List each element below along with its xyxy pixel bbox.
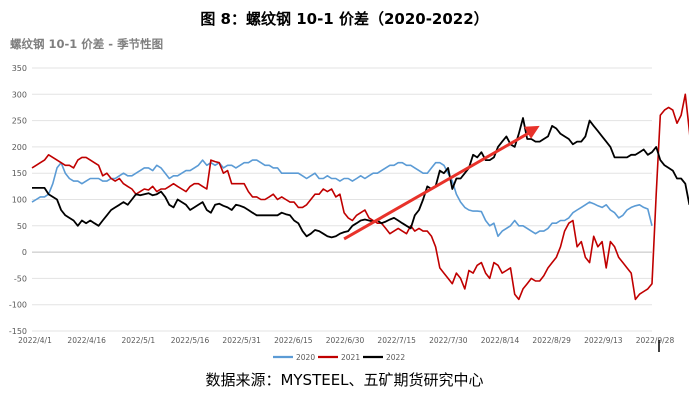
y-tick-label: -50: [14, 274, 27, 283]
x-tick-label: 2022/7/30: [429, 336, 468, 345]
legend-label-2022: 2022: [386, 353, 405, 362]
arrow-shaft: [343, 129, 534, 241]
y-tick-label: 300: [12, 90, 27, 99]
y-tick-labels: -150 -100 -50 0 50 100 150 200 250 300 350: [9, 64, 27, 336]
x-tick-label: 2022/7/15: [377, 336, 416, 345]
x-tick-label: 2022/9/28: [636, 336, 675, 345]
x-tick-labels: 2022/4/1 2022/4/16 2022/5/1 2022/5/16 2022/5…: [18, 336, 674, 345]
x-tick-label: 2022/5/1: [121, 336, 155, 345]
y-tick-label: 350: [12, 64, 27, 73]
arrow-head: [524, 125, 540, 139]
y-tick-label: 50: [17, 222, 27, 231]
arrow-annotation: [343, 125, 540, 241]
y-tick-label: -100: [9, 301, 27, 310]
y-tick-label: 0: [22, 248, 27, 257]
x-tick-label: 2022/5/31: [222, 336, 261, 345]
y-tick-label: 250: [12, 117, 27, 126]
x-tick-label: 2022/6/30: [326, 336, 365, 345]
series-line-2022: [32, 117, 689, 239]
y-tick-label: 150: [12, 169, 27, 178]
series-line-2021: [31, 93, 689, 301]
series-line-2020: [31, 159, 653, 238]
x-tick-label: 2022/6/15: [274, 336, 313, 345]
y-tick-label: 200: [12, 143, 27, 152]
x-tick-label: 2022/9/13: [584, 336, 623, 345]
x-tick-label: 2022/8/29: [532, 336, 571, 345]
gridlines: [32, 67, 652, 332]
x-tick-label: 2022/4/1: [18, 336, 52, 345]
legend-label-2021: 2021: [341, 353, 360, 362]
figure-title: 图 8：螺纹钢 10-1 价差（2020-2022）: [200, 10, 489, 28]
x-tick-label: 2022/8/14: [481, 336, 520, 345]
y-tick-label: 100: [12, 196, 27, 205]
x-tick-label: 2022/5/16: [171, 336, 210, 345]
chart-title: 螺纹钢 10-1 价差 - 季节性图: [10, 37, 163, 51]
x-tick-label: 2022/4/16: [67, 336, 106, 345]
legend: 2020 2021 2022: [273, 353, 405, 362]
series-lines: [31, 93, 689, 301]
y-tick-label: -150: [9, 327, 27, 336]
legend-label-2020: 2020: [296, 353, 315, 362]
source-note: 数据来源：MYSTEEL、五矿期货研究中心: [205, 371, 484, 389]
